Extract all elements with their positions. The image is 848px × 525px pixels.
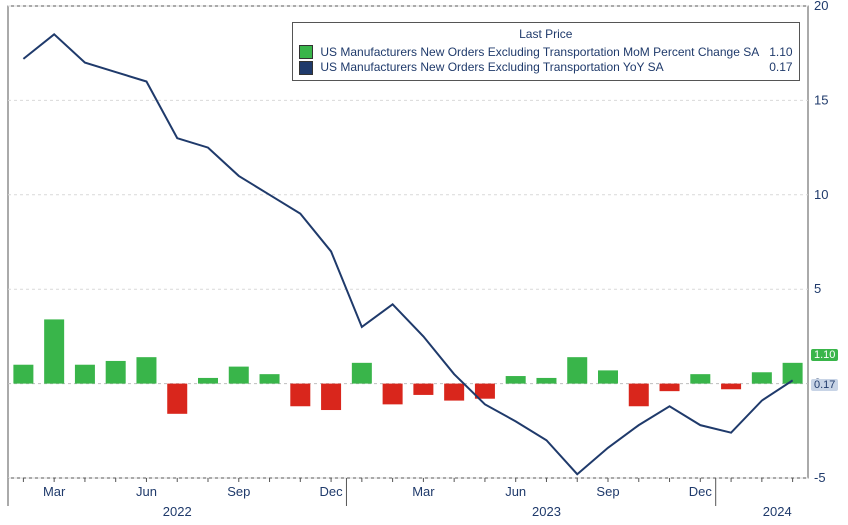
bar [352, 363, 372, 384]
bar [598, 370, 618, 383]
y-tick-label: 10 [814, 187, 828, 202]
legend-swatch-bar [299, 45, 313, 59]
legend-value-line: 0.17 [769, 60, 792, 76]
y-tick-label: -5 [814, 470, 826, 485]
x-month-label: Jun [136, 484, 157, 499]
legend-label-bar: US Manufacturers New Orders Excluding Tr… [320, 45, 759, 59]
end-label-bar: 1.10 [811, 349, 838, 361]
legend-row-line: US Manufacturers New Orders Excluding Tr… [299, 60, 793, 76]
legend-box: Last Price US Manufacturers New Orders E… [292, 22, 800, 81]
x-month-label: Jun [505, 484, 526, 499]
x-month-label: Sep [596, 484, 619, 499]
bar [167, 384, 187, 414]
x-month-label: Sep [227, 484, 250, 499]
y-tick-label: 5 [814, 281, 821, 296]
bar [321, 384, 341, 410]
bar [721, 384, 741, 390]
bar [44, 319, 64, 383]
bar [536, 378, 556, 384]
bar [136, 357, 156, 383]
x-month-label: Mar [412, 484, 435, 499]
bar [383, 384, 403, 405]
legend-row-bar: US Manufacturers New Orders Excluding Tr… [299, 45, 793, 61]
legend-label-line: US Manufacturers New Orders Excluding Tr… [320, 60, 663, 74]
x-year-label: 2023 [532, 504, 561, 519]
bar [629, 384, 649, 407]
bar [13, 365, 33, 384]
bar [413, 384, 433, 395]
bar [444, 384, 464, 401]
bar [75, 365, 95, 384]
legend-swatch-line [299, 61, 313, 75]
y-tick-label: 20 [814, 0, 828, 13]
x-year-label: 2024 [763, 504, 792, 519]
bar [198, 378, 218, 384]
legend-title: Last Price [299, 27, 793, 43]
x-month-label: Dec [320, 484, 344, 499]
bar [260, 374, 280, 383]
bar [567, 357, 587, 383]
x-month-label: Dec [689, 484, 713, 499]
x-year-label: 2022 [163, 504, 192, 519]
bar [290, 384, 310, 407]
bar [660, 384, 680, 392]
y-tick-label: 15 [814, 92, 828, 107]
bar [690, 374, 710, 383]
bar [106, 361, 126, 384]
line-series [23, 34, 792, 474]
bar [229, 367, 249, 384]
x-month-label: Mar [43, 484, 66, 499]
chart-container: -505101520MarJunSepDecMarJunSepDec202220… [0, 0, 848, 525]
end-label-line: 0.17 [811, 379, 838, 391]
bar [752, 372, 772, 383]
bar [506, 376, 526, 384]
legend-value-bar: 1.10 [769, 45, 792, 61]
